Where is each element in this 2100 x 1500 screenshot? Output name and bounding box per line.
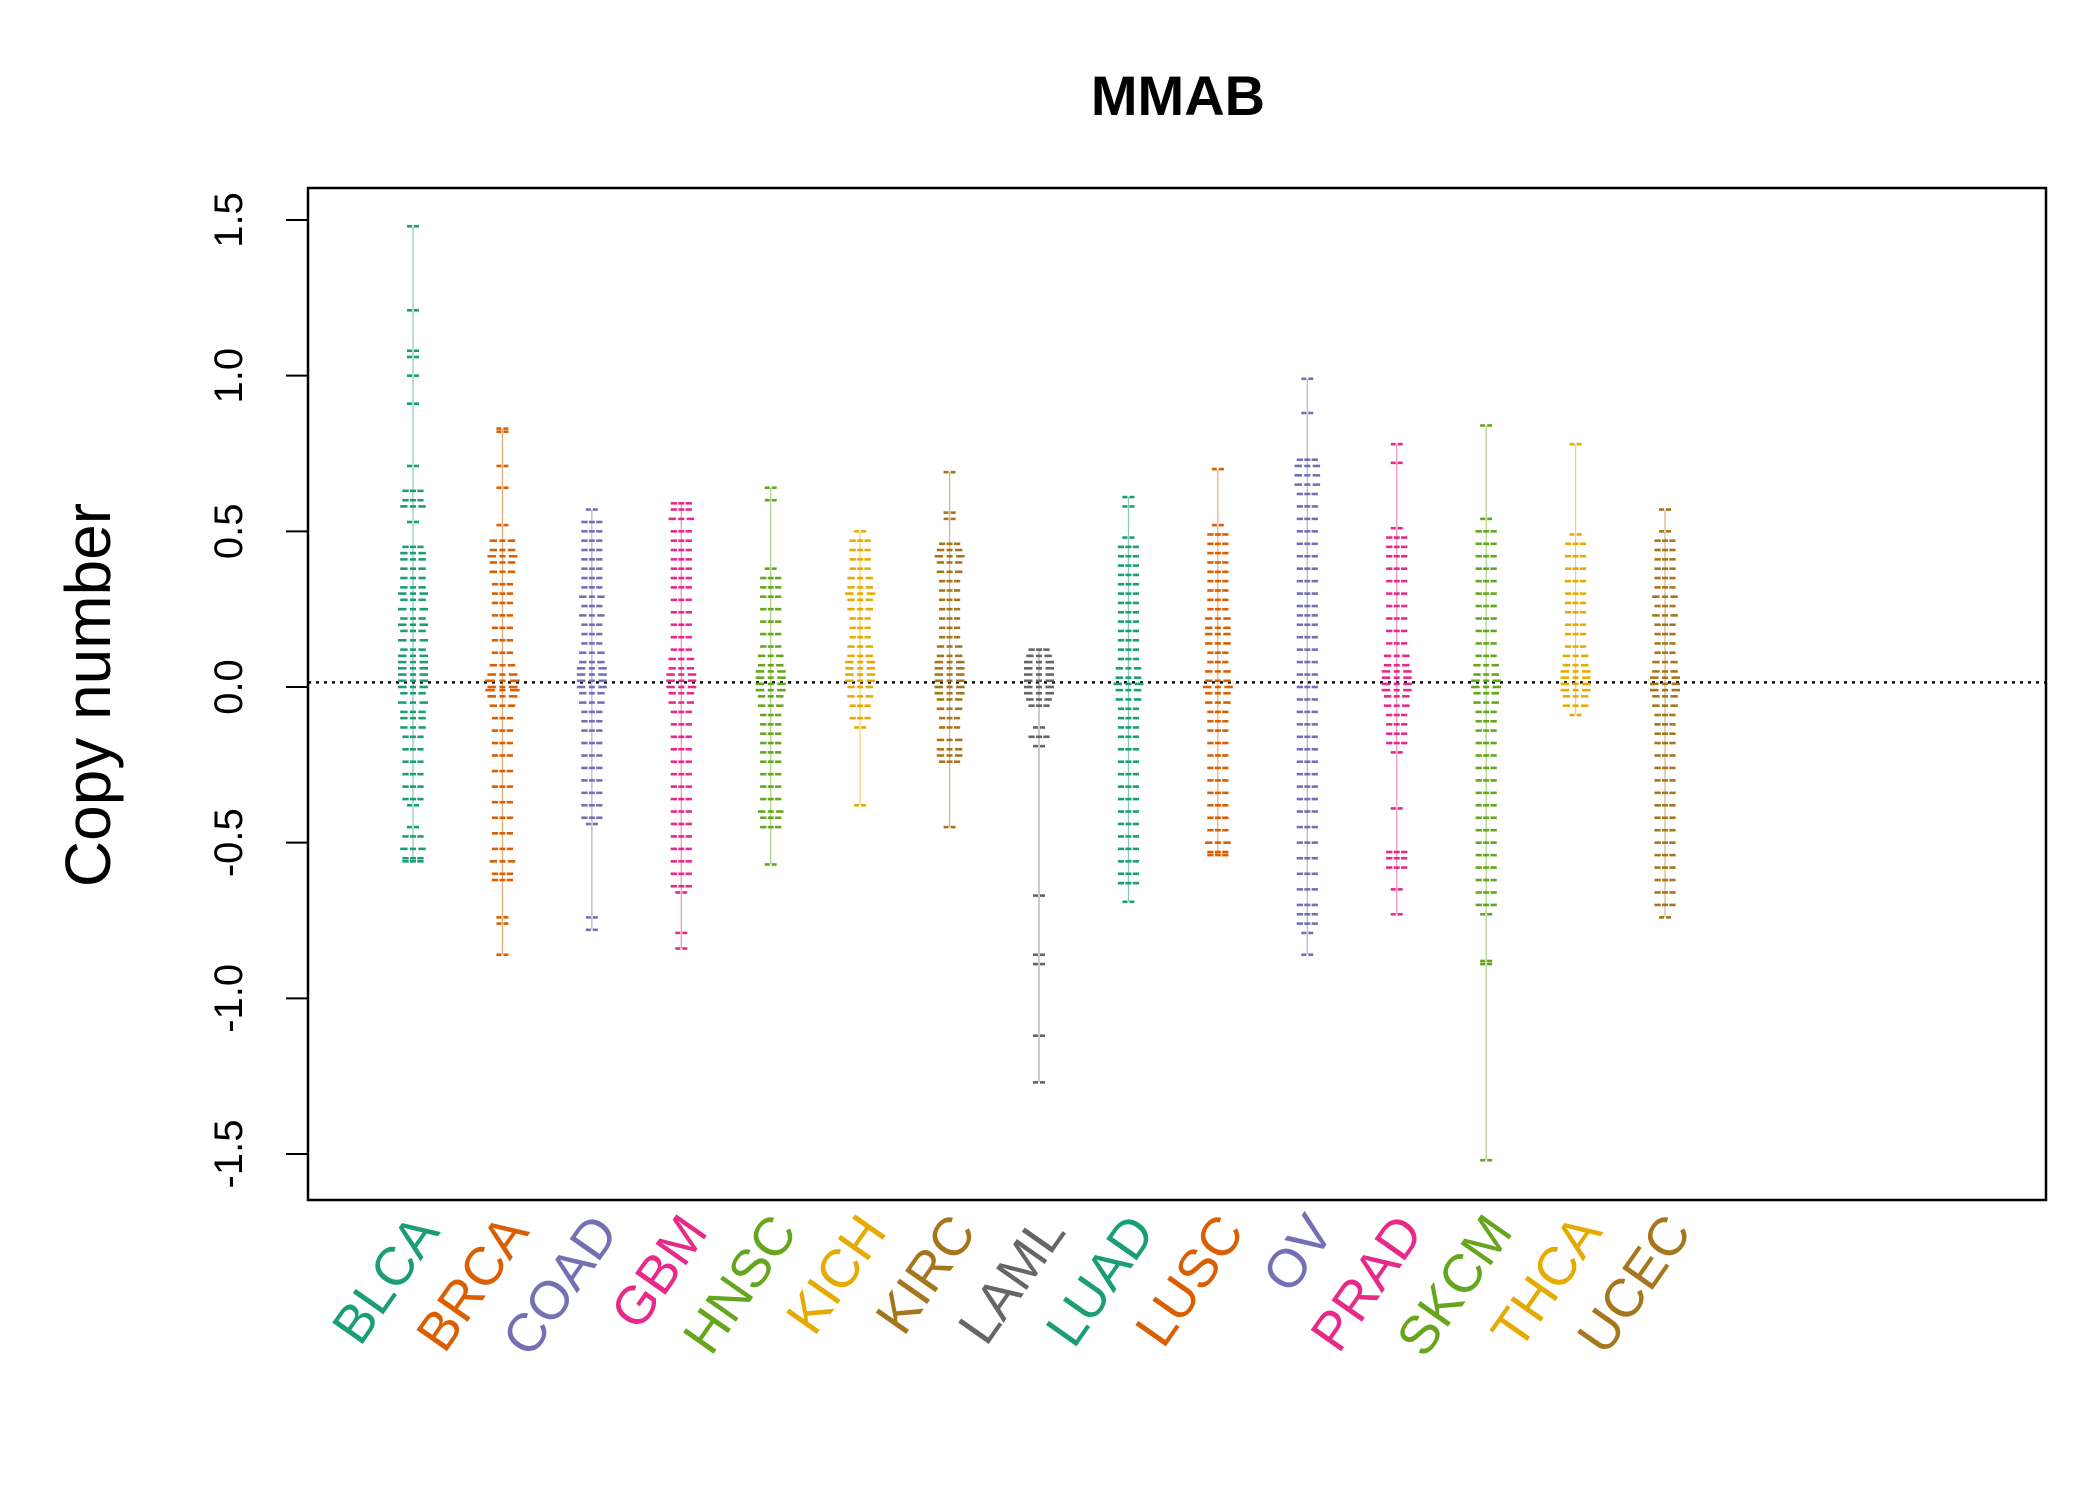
data-marks [398, 224, 1681, 1162]
chart-title: MMAB [1091, 64, 1265, 127]
y-tick-label: -1.5 [207, 1120, 251, 1189]
series-gbm [666, 502, 697, 950]
y-tick-label: 1.5 [207, 192, 251, 248]
y-tick-label: 0.5 [207, 504, 251, 560]
series-ov [1294, 377, 1321, 957]
x-axis-labels: BLCABRCACOADGBMHNSCKICHKIRCLAMLLUADLUSCO… [321, 1204, 1703, 1366]
series-coad [576, 508, 607, 932]
series-brca [485, 427, 520, 957]
y-tick-label: -0.5 [207, 808, 251, 877]
series-thca [1560, 442, 1591, 717]
y-axis-label: Copy number [52, 503, 124, 887]
series-lusc [1202, 467, 1233, 857]
series-skcm [1471, 424, 1502, 1162]
series-blca [398, 224, 428, 863]
plot-frame [306, 186, 2048, 1202]
y-tick-label: 1.0 [207, 348, 251, 404]
series-hnsc [755, 486, 786, 866]
series-laml [1024, 648, 1055, 1084]
series-prad [1381, 442, 1412, 916]
y-tick-label: -1.0 [207, 964, 251, 1033]
series-kich [845, 530, 876, 807]
x-label-kich: KICH [775, 1204, 898, 1344]
series-ucec [1650, 508, 1681, 919]
series-luad [1113, 495, 1144, 904]
series-kirc [934, 470, 965, 829]
y-tick-label: 0.0 [207, 659, 251, 715]
y-axis: -1.5 -1.0 -0.5 0.0 0.5 1.0 1.5 [207, 192, 309, 1189]
